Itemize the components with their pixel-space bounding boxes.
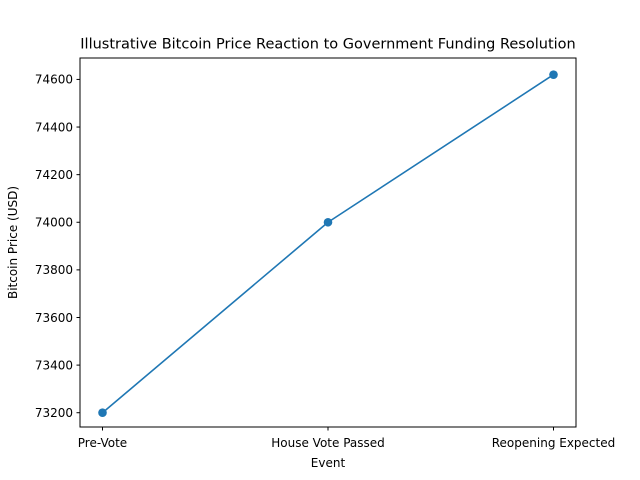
y-tick-label: 73800 bbox=[35, 263, 73, 277]
y-tick-label: 74000 bbox=[35, 216, 73, 230]
y-tick-label: 74600 bbox=[35, 73, 73, 87]
plot-frame bbox=[79, 57, 577, 428]
x-axis-label: Event bbox=[311, 456, 346, 470]
data-point bbox=[323, 217, 333, 227]
data-point bbox=[549, 70, 558, 79]
series-layer bbox=[98, 70, 558, 418]
x-axis-ticks: Pre-Vote House Vote Passed Reopening Expec… bbox=[78, 427, 615, 450]
y-axis-label: Bitcoin Price (USD) bbox=[6, 186, 20, 299]
y-tick-label: 73400 bbox=[35, 358, 73, 372]
y-tick-label: 73600 bbox=[35, 311, 73, 325]
chart-title: Illustrative Bitcoin Price Reaction to G… bbox=[80, 37, 575, 53]
y-tick-label: 74400 bbox=[35, 120, 73, 134]
y-tick-label: 74200 bbox=[35, 168, 73, 182]
data-point bbox=[98, 408, 107, 418]
x-tick-label: House Vote Passed bbox=[271, 436, 385, 450]
y-axis-ticks: 73200 73400 73600 73800 74000 74200 74400 74600 bbox=[35, 73, 80, 420]
x-tick-label: Reopening Expected bbox=[492, 436, 616, 450]
x-tick-label: Pre-Vote bbox=[78, 436, 127, 450]
y-tick-label: 73200 bbox=[35, 406, 73, 420]
